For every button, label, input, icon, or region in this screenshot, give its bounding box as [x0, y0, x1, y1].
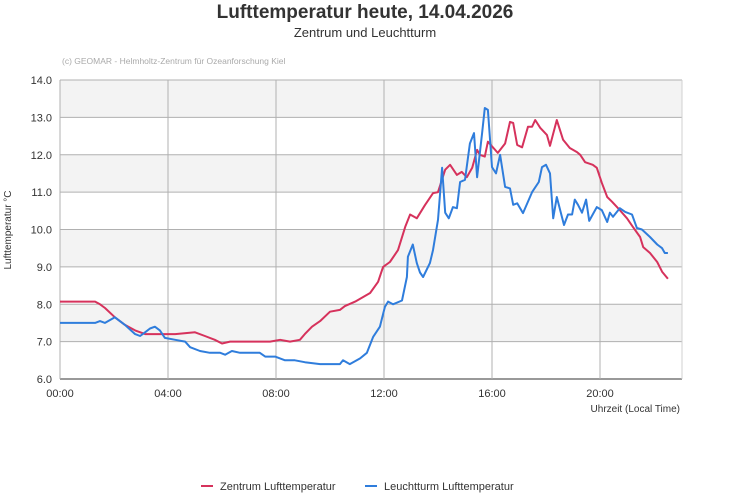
y-axis-label: Lufttemperatur °C [3, 190, 14, 269]
y-axis-ticks: 6.0 7.0 8.0 9.0 10.0 11.0 12.0 13.0 14.0 [31, 75, 52, 386]
chart-title: Lufttemperatur heute, 14.04.2026 [217, 2, 514, 23]
plot-band [60, 154, 682, 193]
legend-item-leuchtturm[interactable]: Leuchtturm Lufttemperatur [365, 481, 514, 493]
x-axis-label: Uhrzeit (Local Time) [591, 404, 680, 415]
series-lines [60, 107, 669, 366]
x-tick-label: 08:00 [262, 388, 290, 400]
y-tick-label: 12.0 [31, 150, 52, 162]
legend-label-zentrum: Zentrum Lufttemperatur [220, 481, 336, 493]
y-tick-label: 14.0 [31, 75, 52, 87]
y-tick-label: 6.0 [37, 374, 52, 386]
y-tick-label: 8.0 [37, 299, 52, 311]
plot-band [60, 304, 682, 342]
legend-label-leuchtturm: Leuchtturm Lufttemperatur [384, 481, 514, 493]
chart-subtitle: Zentrum und Leuchtturm [294, 25, 436, 40]
x-axis-ticks: 00:00 04:00 08:00 12:00 16:00 20:00 [46, 388, 614, 400]
series-line-zentrum [60, 119, 669, 345]
series-line-leuchtturm [60, 107, 668, 366]
legend: Zentrum Lufttemperatur Leuchtturm Luftte… [201, 481, 514, 493]
x-tick-label: 20:00 [586, 388, 614, 400]
x-tick-label: 12:00 [370, 388, 398, 400]
credit-text: (c) GEOMAR - Helmholtz-Zentrum für Ozean… [62, 56, 286, 66]
y-tick-label: 11.0 [31, 187, 52, 199]
x-tick-label: 16:00 [478, 388, 506, 400]
x-tick-label: 00:00 [46, 388, 74, 400]
y-tick-label: 9.0 [37, 262, 52, 274]
x-tick-label: 04:00 [154, 388, 182, 400]
plot-band [60, 229, 682, 267]
y-tick-label: 7.0 [37, 337, 52, 349]
y-tick-label: 10.0 [31, 225, 52, 237]
legend-item-zentrum[interactable]: Zentrum Lufttemperatur [201, 481, 336, 493]
plot-band [60, 80, 682, 118]
y-tick-label: 13.0 [31, 112, 52, 124]
